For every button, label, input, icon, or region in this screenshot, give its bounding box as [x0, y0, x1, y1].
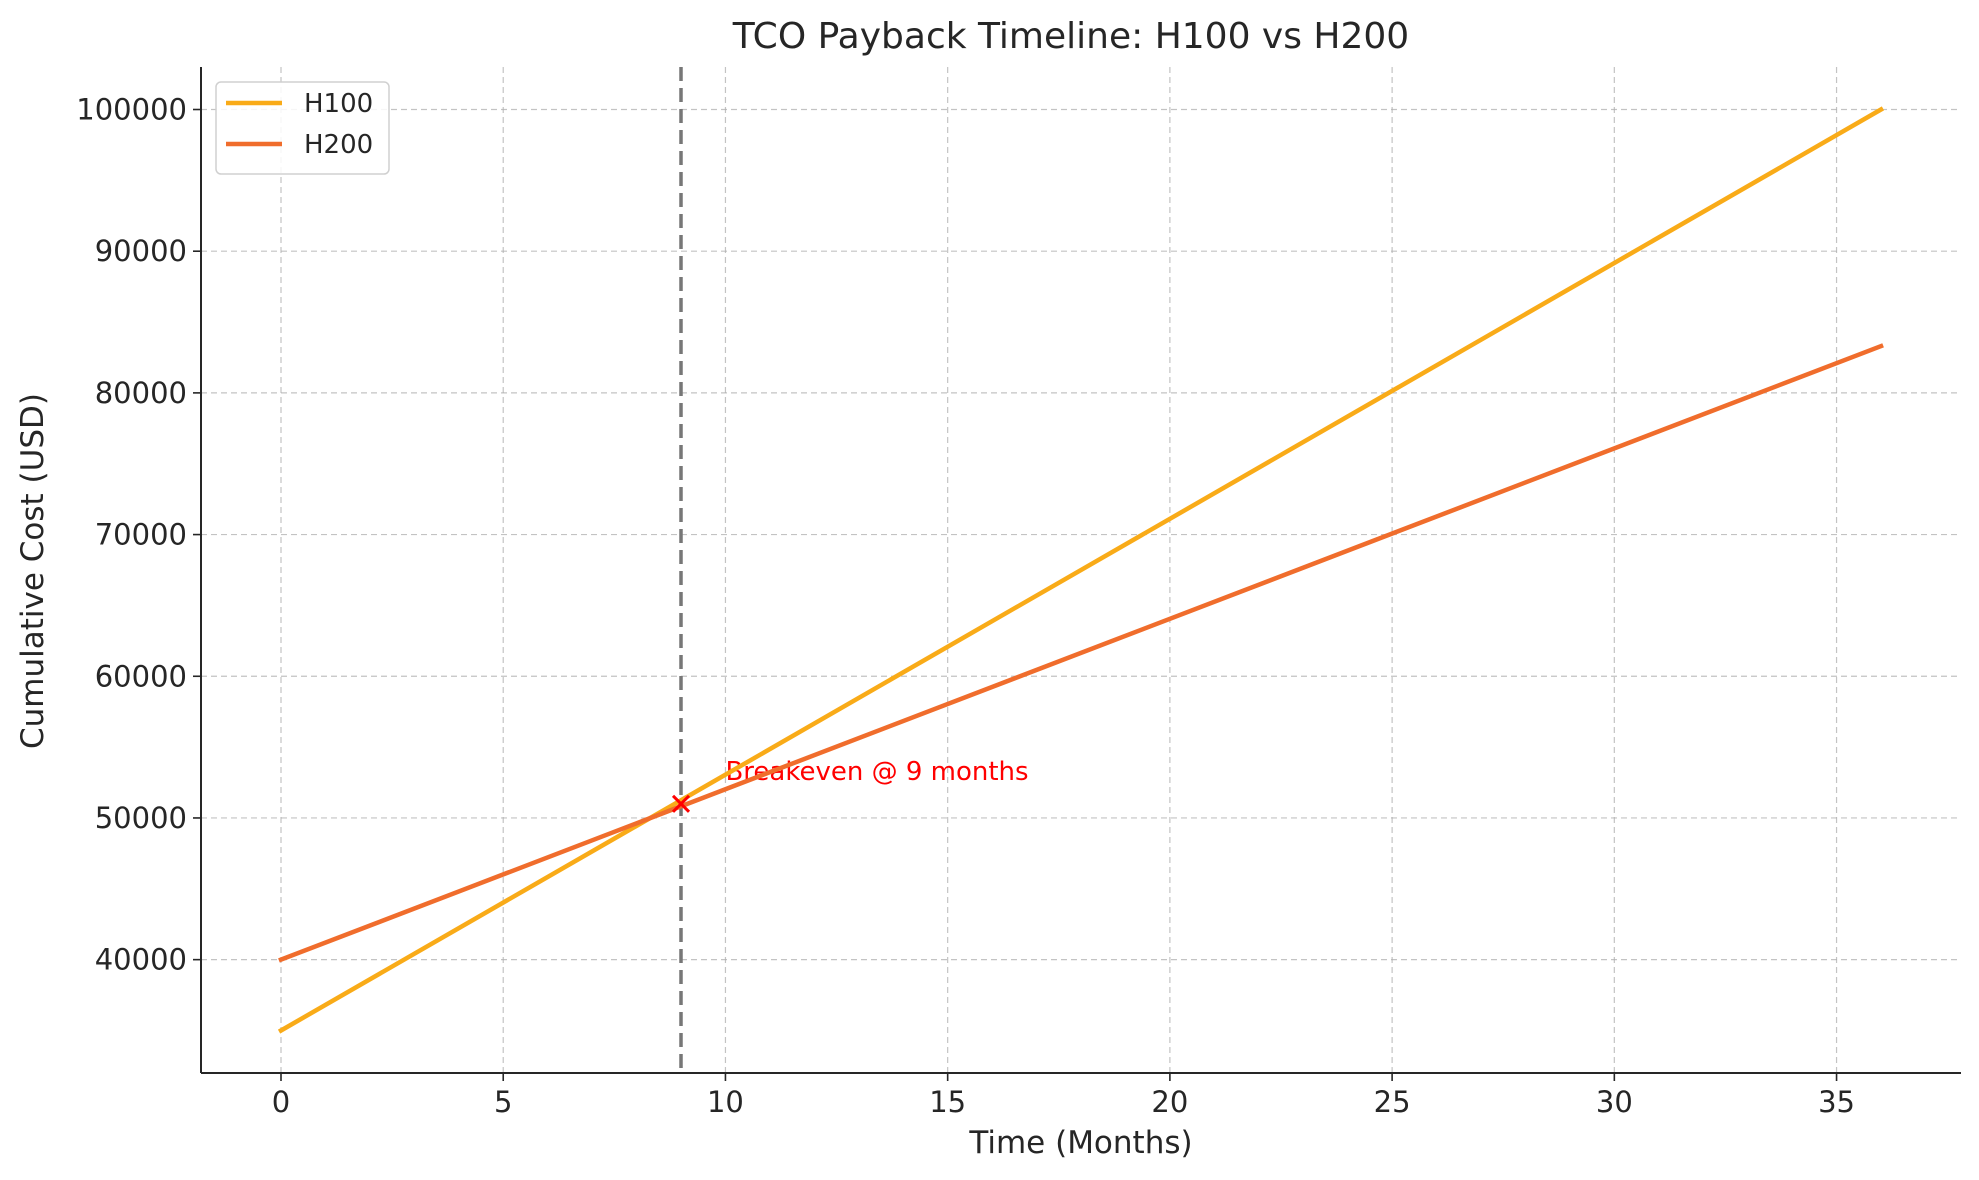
axes-layer [200, 67, 1961, 1074]
legend-label-h200: H200 [304, 130, 373, 160]
y-tick-label: 40000 [95, 943, 187, 977]
x-tick-label: 0 [272, 1085, 290, 1119]
y-tick-label: 100000 [76, 93, 187, 127]
x-axis-label: Time (Months) [968, 1125, 1192, 1161]
y-tick-label: 50000 [95, 801, 187, 835]
y-axis-label: Cumulative Cost (USD) [15, 393, 51, 749]
y-tick-label: 90000 [95, 234, 187, 268]
legend-label-h100: H100 [304, 89, 373, 119]
x-tick-label: 20 [1151, 1085, 1188, 1119]
ticks-layer: 0 5 10 15 20 25 30 35 40000 50000 60000 70000 80000 9… [76, 93, 1855, 1119]
series-line-h200 [278, 343, 1884, 963]
x-tick-label: 5 [494, 1085, 512, 1119]
marker-layer [671, 794, 691, 813]
x-tick-label: 10 [707, 1085, 744, 1119]
x-tick-label: 15 [929, 1085, 966, 1119]
x-tick-label: 25 [1374, 1085, 1411, 1119]
marker-stroke [671, 794, 691, 813]
series-layer [277, 106, 1885, 1034]
series-line-h100 [277, 106, 1885, 1034]
chart-title: TCO Payback Timeline: H100 vs H200 [732, 16, 1409, 57]
y-tick-label: 70000 [95, 518, 187, 552]
breakeven-marker [671, 794, 691, 813]
x-tick-label: 35 [1818, 1085, 1855, 1119]
x-tick-label: 30 [1596, 1085, 1633, 1119]
annotation-layer: Breakeven @ 9 months [679, 67, 1029, 1073]
y-tick-label: 60000 [95, 659, 187, 693]
grid-layer [201, 67, 1961, 1073]
legend: H100 H200 [215, 81, 390, 175]
y-tick-label: 80000 [95, 376, 187, 410]
